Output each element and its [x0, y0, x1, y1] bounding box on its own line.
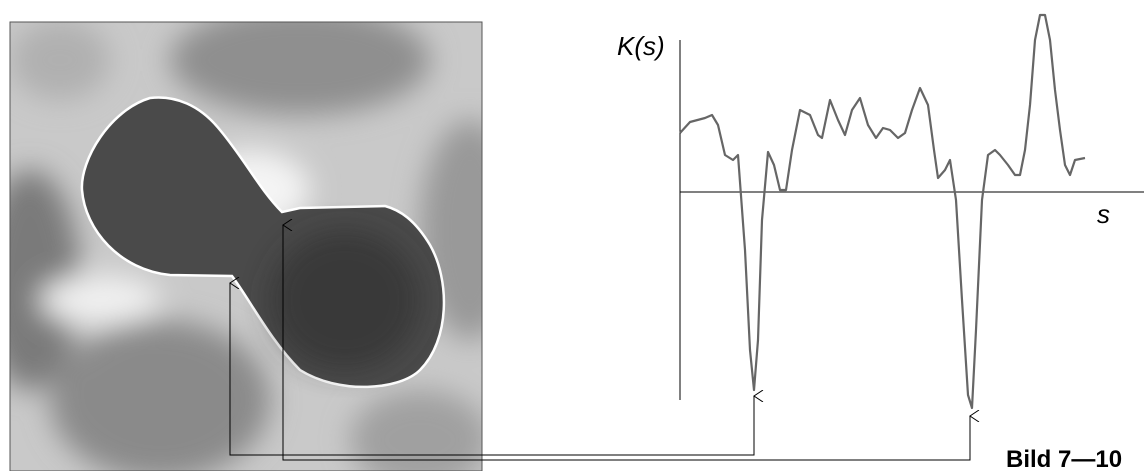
arrow	[283, 225, 970, 461]
curvature-curve	[679, 13, 1086, 410]
x-axis-label: s	[1097, 199, 1110, 229]
arrow	[230, 283, 754, 456]
y-axis-label: K(s)	[617, 31, 665, 61]
caption: Bild 7—10	[1006, 446, 1122, 471]
micrograph	[10, 22, 482, 471]
